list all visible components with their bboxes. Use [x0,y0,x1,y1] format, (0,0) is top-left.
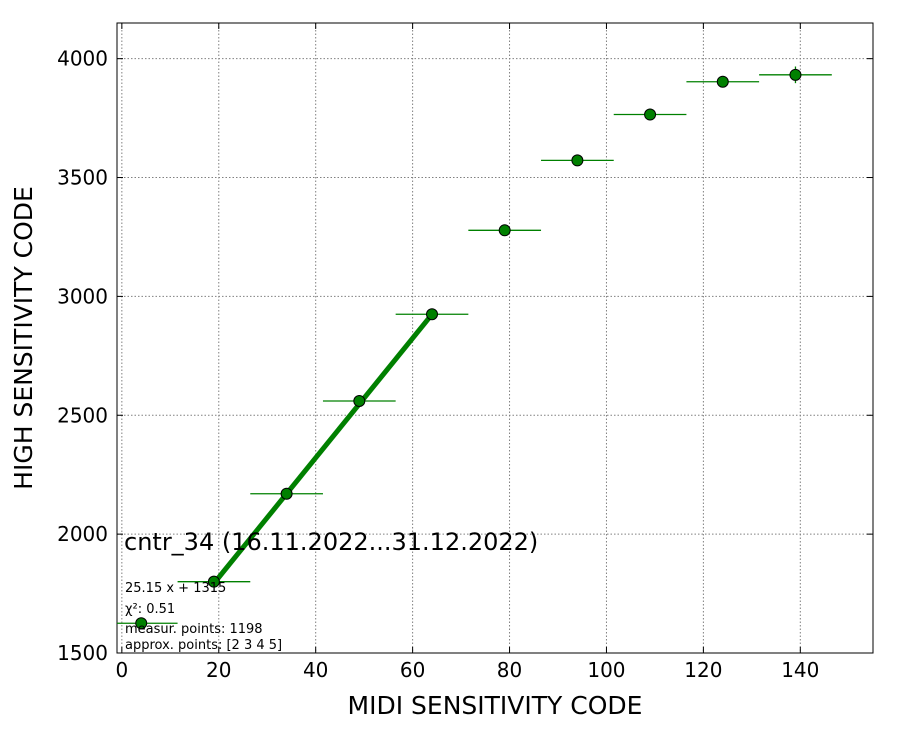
data-point [468,224,542,237]
data-point [117,617,178,630]
point-marker [571,154,584,167]
ticks: 0 20 40 60 80 100 120 140 1500 2000 2500 3000 3500 40… [57,23,873,682]
x-tick-label: 60 [400,658,425,682]
data-point [395,308,469,321]
data-point [322,395,396,407]
x-tick-label: 40 [303,658,328,682]
grid [117,23,873,653]
point-marker [716,75,729,88]
y-tick-label: 1500 [57,641,108,665]
x-axis-label: MIDI SENSITIVITY CODE [348,691,643,720]
y-tick-label: 2000 [57,522,108,546]
data-point [250,487,323,500]
data-point [177,575,251,588]
x-tick-label: 120 [684,658,722,682]
y-axis-label: HIGH SENSITIVITY CODE [9,186,38,490]
point-marker [426,308,438,321]
data-point [541,154,614,167]
chart-title: cntr_34 (16.11.2022...31.12.2022) [124,528,538,556]
y-tick-label: 4000 [57,47,108,71]
plot-frame [116,22,874,654]
point-marker [280,487,293,500]
x-tick-label: 0 [115,658,128,682]
measur-points: measur. points: 1198 [125,622,263,637]
y-tick-label: 3500 [57,166,108,190]
fit-line [211,312,434,585]
point-marker [789,68,802,81]
y-tick-label: 2500 [57,403,108,427]
approx-points: approx. points: [2 3 4 5] [125,638,282,653]
fit-layer [211,312,434,585]
x-tick-label: 20 [206,658,231,682]
data-point [686,75,760,88]
point-marker [135,617,148,630]
point-marker [644,108,657,121]
data-point [613,108,687,121]
point-marker [498,224,511,237]
points-layer [117,66,832,630]
fit-equation: 25.15 x + 1315 [125,581,226,596]
chi2-text: χ²: 0.51 [125,602,175,617]
point-marker [207,575,220,588]
y-tick-label: 3000 [57,284,108,308]
x-tick-label: 100 [587,658,625,682]
x-tick-label: 140 [781,658,819,682]
data-point [759,66,832,84]
point-marker [353,395,366,407]
x-tick-label: 80 [497,658,522,682]
